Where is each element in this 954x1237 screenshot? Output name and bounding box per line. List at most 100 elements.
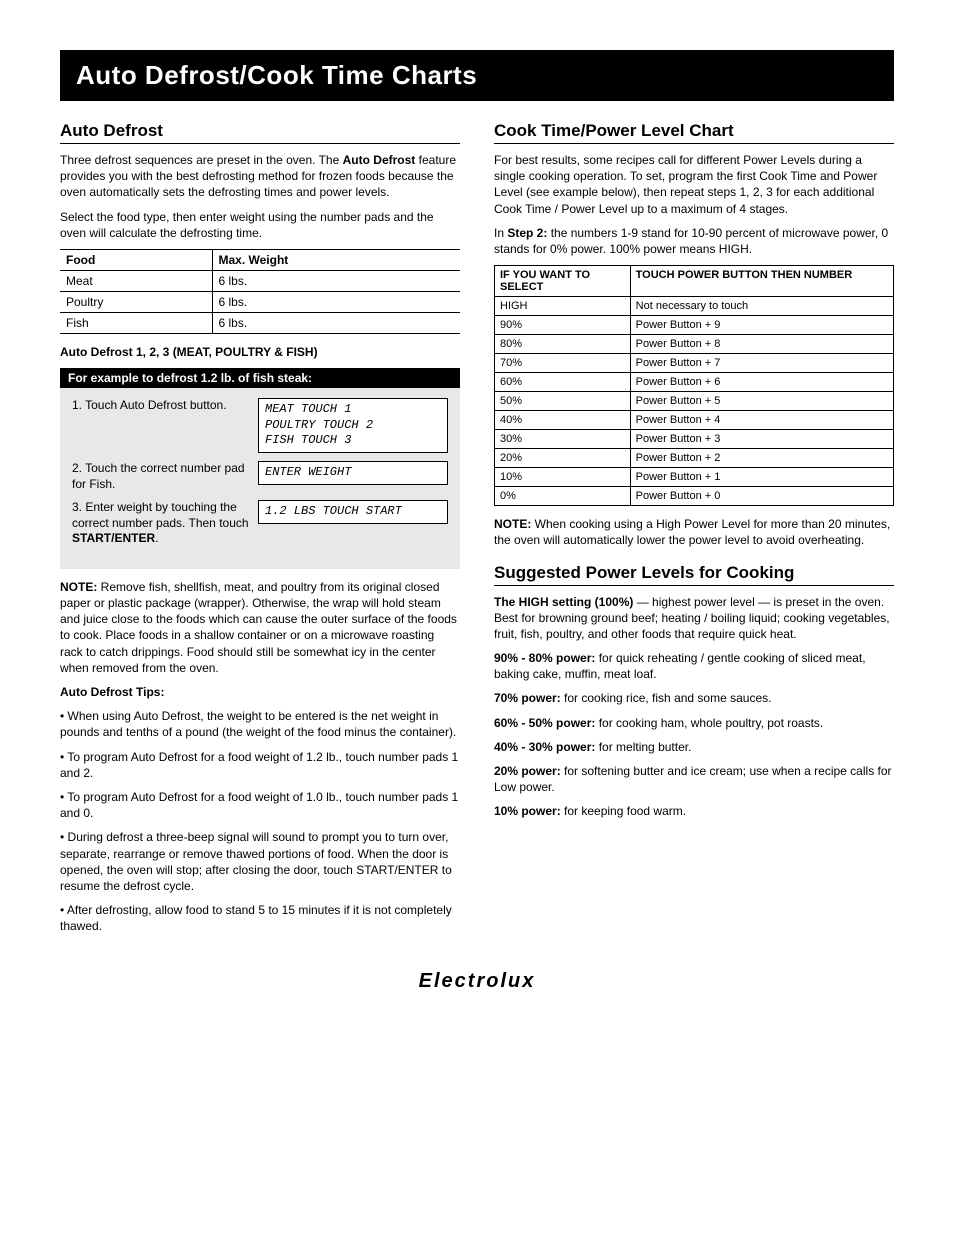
- lcd-display: ENTER WEIGHT: [258, 461, 448, 485]
- power-level-desc: 40% - 30% power: for melting butter.: [494, 739, 894, 755]
- bold-text: 10% power:: [494, 804, 561, 818]
- table-row: Fish 6 lbs.: [60, 312, 460, 333]
- food-weight-table: Food Max. Weight Meat 6 lbs. Poultry 6 l…: [60, 249, 460, 334]
- page-number: 15: [868, 56, 884, 72]
- table-row: 70%Power Button + 7: [495, 354, 894, 373]
- cell: 20%: [495, 449, 631, 468]
- bold-text: The HIGH setting (100%): [494, 595, 633, 609]
- cell: 70%: [495, 354, 631, 373]
- left-intro-1: Three defrost sequences are preset in th…: [60, 152, 460, 201]
- two-column-layout: Auto Defrost Three defrost sequences are…: [60, 121, 894, 942]
- left-note: NOTE: Remove fish, shellfish, meat, and …: [60, 579, 460, 676]
- right-section-heading: Cook Time/Power Level Chart: [494, 121, 894, 144]
- table-row: HIGHNot necessary to touch: [495, 297, 894, 316]
- text: To program Auto Defrost for a food weigh…: [60, 790, 458, 820]
- left-section-heading: Auto Defrost: [60, 121, 460, 144]
- text: for cooking ham, whole poultry, pot roas…: [595, 716, 823, 730]
- text: To program Auto Defrost for a food weigh…: [60, 750, 458, 780]
- table-header: IF YOU WANT TO SELECT: [495, 266, 631, 297]
- text: for keeping food warm.: [561, 804, 686, 818]
- auto-defrost-subhead: Auto Defrost 1, 2, 3 (MEAT, POULTRY & FI…: [60, 344, 460, 360]
- power-level-table: IF YOU WANT TO SELECT TOUCH POWER BUTTON…: [494, 265, 894, 506]
- lcd-line: FISH TOUCH 3: [265, 433, 351, 447]
- lcd-line: POULTRY TOUCH 2: [265, 418, 373, 432]
- text: the numbers 1-9 stand for 10-90 percent …: [494, 226, 888, 256]
- note-text: When cooking using a High Power Level fo…: [494, 517, 890, 547]
- note-text: Remove fish, shellfish, meat, and poultr…: [60, 580, 457, 675]
- power-level-desc: 70% power: for cooking rice, fish and so…: [494, 690, 894, 706]
- cell: 40%: [495, 411, 631, 430]
- table-row: 10%Power Button + 1: [495, 468, 894, 487]
- bold-text: 60% - 50% power:: [494, 716, 595, 730]
- power-level-desc: 10% power: for keeping food warm.: [494, 803, 894, 819]
- cell: Meat: [60, 270, 212, 291]
- cell: Power Button + 4: [630, 411, 893, 430]
- text: After defrosting, allow food to stand 5 …: [60, 903, 452, 933]
- bold-text: 40% - 30% power:: [494, 740, 595, 754]
- left-intro-2: Select the food type, then enter weight …: [60, 209, 460, 241]
- cell: Fish: [60, 312, 212, 333]
- example-step: 1. Touch Auto Defrost button.: [72, 398, 258, 414]
- cell: Power Button + 3: [630, 430, 893, 449]
- cell: Not necessary to touch: [630, 297, 893, 316]
- cell: 0%: [495, 487, 631, 506]
- table-header: TOUCH POWER BUTTON THEN NUMBER: [630, 266, 893, 297]
- power-levels-heading: Suggested Power Levels for Cooking: [494, 563, 894, 586]
- cell: 30%: [495, 430, 631, 449]
- tips-heading: Auto Defrost Tips:: [60, 684, 460, 700]
- power-level-desc: 90% - 80% power: for quick reheating / g…: [494, 650, 894, 682]
- bold-text: 70% power:: [494, 691, 561, 705]
- table-row: Meat 6 lbs.: [60, 270, 460, 291]
- bold-text: 20% power:: [494, 764, 561, 778]
- right-column: Cook Time/Power Level Chart For best res…: [494, 121, 894, 942]
- cell: Power Button + 6: [630, 373, 893, 392]
- table-row: 0%Power Button + 0: [495, 487, 894, 506]
- table-row: 20%Power Button + 2: [495, 449, 894, 468]
- cell: 60%: [495, 373, 631, 392]
- cell: Power Button + 9: [630, 316, 893, 335]
- text: Three defrost sequences are preset in th…: [60, 153, 343, 167]
- cell: 6 lbs.: [212, 312, 460, 333]
- lcd-line: MEAT TOUCH 1: [265, 402, 351, 416]
- example-body: 1. Touch Auto Defrost button. MEAT TOUCH…: [60, 388, 460, 569]
- power-level-desc: 60% - 50% power: for cooking ham, whole …: [494, 715, 894, 731]
- tip-item: • To program Auto Defrost for a food wei…: [60, 749, 460, 781]
- text: In: [494, 226, 507, 240]
- table-header: Food: [60, 249, 212, 270]
- example-step: 2. Touch the correct number pad for Fish…: [72, 461, 258, 492]
- table-row: 80%Power Button + 8: [495, 335, 894, 354]
- example-step: 3. Enter weight by touching the correct …: [72, 500, 258, 547]
- tip-item: • When using Auto Defrost, the weight to…: [60, 708, 460, 740]
- brand-logo-text: Electrolux: [60, 970, 894, 993]
- text: for cooking rice, fish and some sauces.: [561, 691, 772, 705]
- note-label: NOTE:: [60, 580, 97, 594]
- lcd-display: MEAT TOUCH 1 POULTRY TOUCH 2 FISH TOUCH …: [258, 398, 448, 453]
- text: During defrost a three-beep signal will …: [60, 830, 452, 893]
- right-intro-1: For best results, some recipes call for …: [494, 152, 894, 217]
- cell: Power Button + 0: [630, 487, 893, 506]
- table-row: 30%Power Button + 3: [495, 430, 894, 449]
- table-row: 50%Power Button + 5: [495, 392, 894, 411]
- page-title-bar: Auto Defrost/Cook Time Charts: [60, 50, 894, 101]
- table-row: Poultry 6 lbs.: [60, 291, 460, 312]
- text: 3. Enter weight by touching the correct …: [72, 500, 249, 530]
- cell: Power Button + 7: [630, 354, 893, 373]
- power-level-desc: The HIGH setting (100%) — highest power …: [494, 594, 894, 643]
- text: When using Auto Defrost, the weight to b…: [60, 709, 456, 739]
- example-title: For example to defrost 1.2 lb. of fish s…: [60, 368, 460, 388]
- right-note: NOTE: When cooking using a High Power Le…: [494, 516, 894, 548]
- cell: 6 lbs.: [212, 270, 460, 291]
- cell: Power Button + 8: [630, 335, 893, 354]
- cell: 80%: [495, 335, 631, 354]
- table-header: Max. Weight: [212, 249, 460, 270]
- cell: Poultry: [60, 291, 212, 312]
- bold-text: START/ENTER: [72, 531, 155, 545]
- text: .: [155, 531, 158, 545]
- cell: 10%: [495, 468, 631, 487]
- cell: 50%: [495, 392, 631, 411]
- tip-item: • To program Auto Defrost for a food wei…: [60, 789, 460, 821]
- cell: Power Button + 2: [630, 449, 893, 468]
- cell: 6 lbs.: [212, 291, 460, 312]
- bold-text: Step 2:: [507, 226, 547, 240]
- table-row: 60%Power Button + 6: [495, 373, 894, 392]
